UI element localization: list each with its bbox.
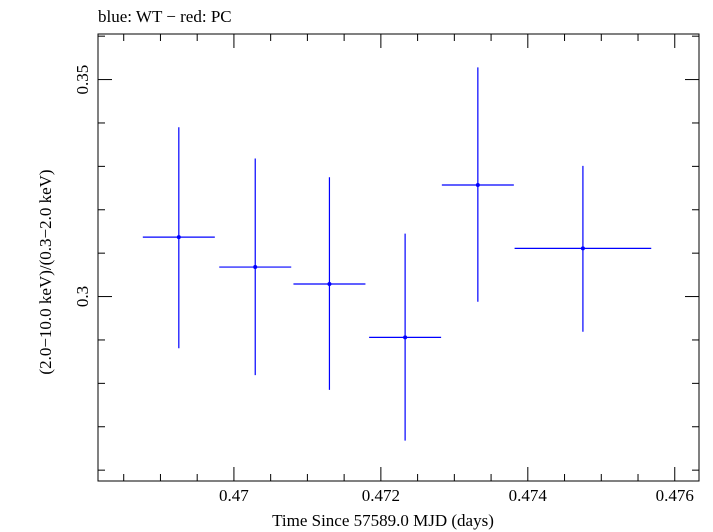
y-axis-label: (2.0−10.0 keV)/(0.3−2.0 keV) (36, 169, 55, 374)
chart-title: blue: WT − red: PC (98, 7, 232, 26)
data-point-group (441, 67, 514, 302)
x-tick-label: 0.472 (362, 486, 400, 505)
data-point-group (142, 127, 215, 349)
x-tick-label: 0.476 (656, 486, 694, 505)
data-point (475, 183, 480, 188)
axis-ticks (98, 34, 699, 481)
data-point (327, 281, 332, 286)
x-axis-label: Time Since 57589.0 MJD (days) (272, 511, 494, 530)
data-point-group (369, 233, 442, 441)
x-tick-label: 0.474 (509, 486, 548, 505)
y-tick-label: 0.35 (73, 65, 92, 95)
data-point (580, 246, 585, 251)
data-point-group (293, 177, 366, 390)
x-tick-label: 0.47 (219, 486, 249, 505)
data-point-group (514, 165, 652, 332)
plot-frame (97, 33, 700, 482)
data-point (253, 265, 258, 270)
y-tick-label: 0.3 (73, 286, 92, 307)
data-point-group (219, 158, 292, 376)
data-points (142, 67, 652, 441)
data-point (403, 335, 408, 340)
tick-labels: 0.47 0.472 0.474 0.476 0.3 0.35 (73, 65, 694, 505)
data-point (176, 235, 181, 240)
